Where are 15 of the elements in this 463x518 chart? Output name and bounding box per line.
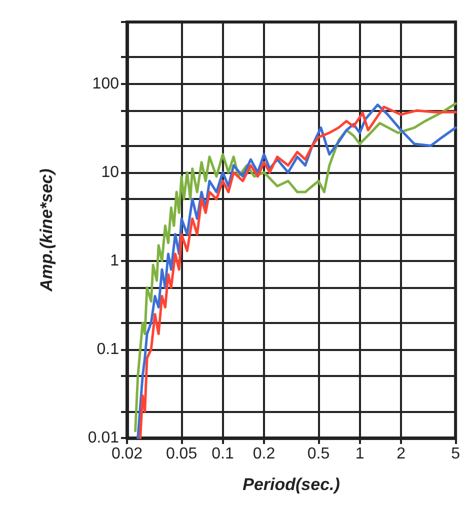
x-tick-label: 1 (355, 446, 364, 462)
y-tick-label: 10 (101, 164, 120, 181)
x-tick-label: 0.5 (307, 446, 330, 462)
y-axis-title: Amp.(kine*sec) (37, 168, 56, 292)
x-tick-label: 0.1 (212, 446, 234, 462)
x-tick-label: 0.05 (166, 446, 198, 462)
y-tick-label: 100 (92, 75, 120, 92)
x-tick-label: 0.2 (252, 446, 276, 462)
y-tick-label: 1 (110, 252, 120, 270)
x-axis-title: Period(sec.) (242, 475, 340, 494)
x-tick-label: 5 (451, 446, 460, 462)
x-tick-label: 0.02 (111, 446, 143, 462)
y-tick-label: 0.1 (96, 340, 120, 358)
x-tick-label: 2 (396, 446, 406, 462)
y-tick-label: 0.01 (88, 430, 120, 446)
